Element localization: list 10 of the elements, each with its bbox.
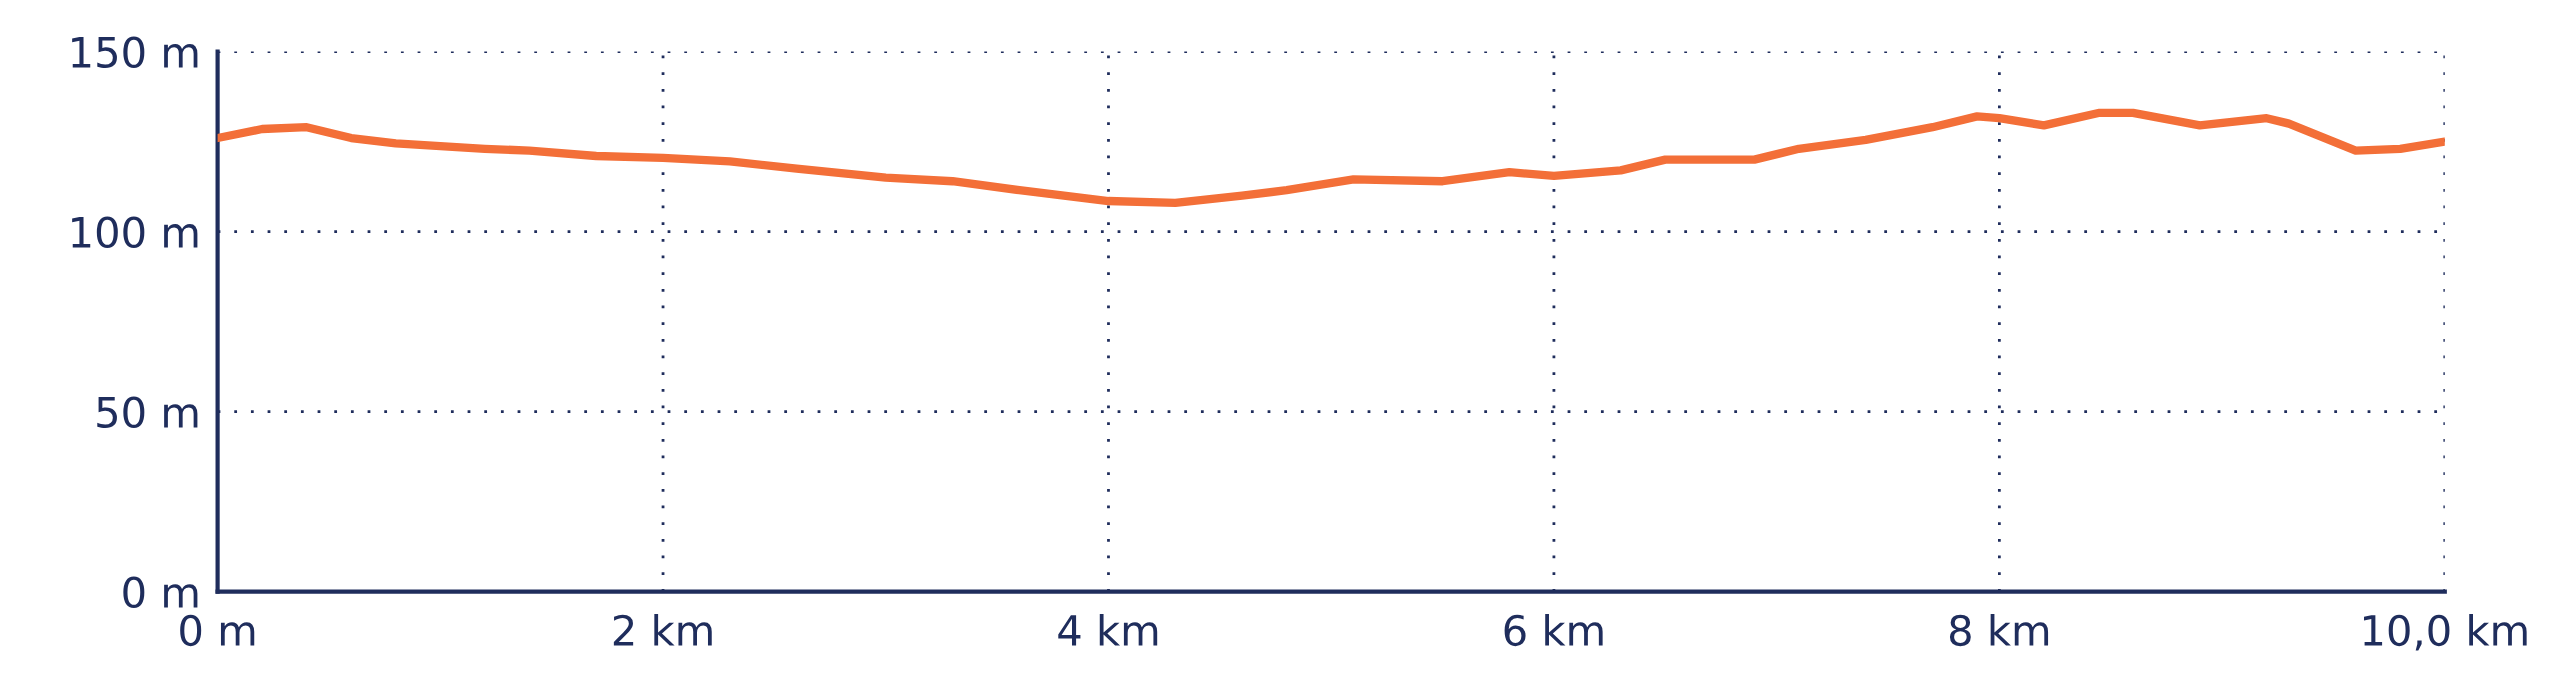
x-tick-label: 2 km bbox=[613, 613, 712, 646]
x-tick-label: 4 km bbox=[1058, 613, 1158, 646]
x-tick-label: 8 km bbox=[1949, 613, 2049, 647]
x-tick-label: 10,0 km bbox=[2364, 613, 2527, 651]
y-tick-label: 150 m bbox=[72, 36, 198, 69]
x-tick-label: 6 km bbox=[1504, 613, 1603, 647]
y-tick-label: 100 m bbox=[72, 216, 198, 249]
x-tick-label: 0 m bbox=[180, 614, 255, 647]
y-tick-label: 50 m bbox=[97, 396, 198, 429]
y-tick-label: 0 m bbox=[123, 576, 198, 609]
